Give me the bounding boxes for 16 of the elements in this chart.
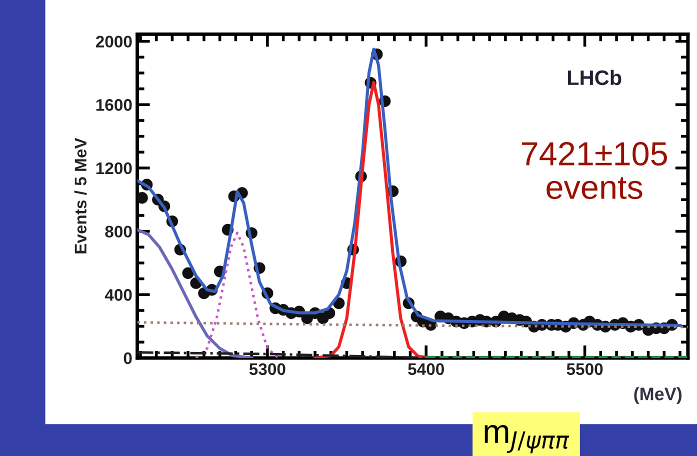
y-tick-label: 0 [124, 352, 132, 364]
x-tick-label: 5300 [249, 363, 286, 376]
y-tick-label: 1200 [96, 162, 132, 174]
line-series [194, 232, 280, 358]
x-tick-label: 5400 [408, 363, 444, 376]
y-tick-label: 400 [104, 289, 132, 301]
line-series [137, 228, 254, 358]
x-tick-label: 5500 [566, 363, 603, 376]
y-axis-title: Events / 5 MeV [74, 138, 87, 254]
annotation: LHCb [568, 70, 622, 86]
text: m$_{J/ψππ}$ [484, 424, 570, 454]
x-axis-title: (MeV) [634, 387, 682, 404]
y-tick-label: 1600 [96, 99, 132, 111]
annotation: 7421±105 events [522, 142, 667, 200]
y-tick-label: 2000 [96, 36, 132, 48]
y-tick-label: 800 [105, 226, 132, 238]
